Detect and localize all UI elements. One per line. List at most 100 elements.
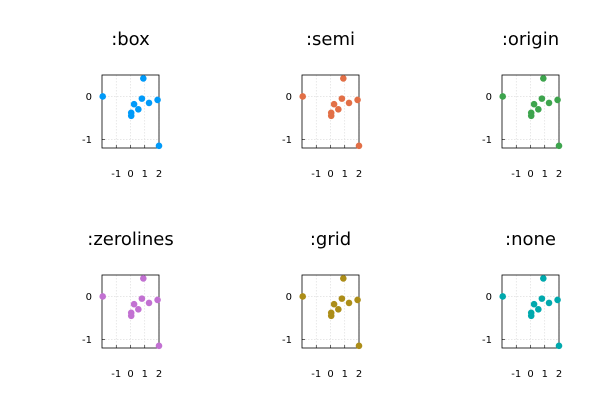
x-tick-label: 1 xyxy=(542,169,548,180)
data-point xyxy=(555,342,563,350)
x-tick-label: -1 xyxy=(511,369,521,380)
x-tick-label: 2 xyxy=(356,169,362,180)
x-tick-label: 0 xyxy=(327,369,333,380)
y-tick-label: 0 xyxy=(486,292,492,303)
y-tick-label: 0 xyxy=(86,292,92,303)
data-point xyxy=(338,95,346,102)
data-point xyxy=(355,342,363,350)
data-point xyxy=(335,106,342,113)
x-tick-label: -1 xyxy=(111,169,121,180)
data-point xyxy=(335,306,342,313)
x-tick-label: 2 xyxy=(156,169,162,180)
data-point xyxy=(138,95,146,102)
data-point xyxy=(340,275,347,282)
subplot-title: :origin xyxy=(502,29,559,50)
data-point xyxy=(130,100,138,108)
data-point xyxy=(145,99,153,107)
data-point xyxy=(140,275,147,282)
data-point xyxy=(354,96,361,104)
data-point xyxy=(135,306,142,313)
y-tick-label: 0 xyxy=(286,292,292,303)
data-point xyxy=(530,300,538,308)
y-tick-label: -1 xyxy=(282,335,292,346)
data-point xyxy=(330,100,338,108)
data-point xyxy=(138,295,146,302)
subplot-title: :grid xyxy=(310,229,351,250)
data-point xyxy=(545,299,553,307)
subplot: :zerolines-1 0 1 20-1 xyxy=(82,229,174,380)
subplot: :grid-1 0 1 20-1 xyxy=(282,229,363,380)
subplot-title: :zerolines xyxy=(87,229,173,250)
data-point xyxy=(127,312,135,320)
x-tick-label: 2 xyxy=(156,369,162,380)
data-point xyxy=(345,299,353,307)
subplot: :origin-1 0 1 20-1 xyxy=(482,29,563,180)
data-point xyxy=(540,75,547,82)
y-tick-label: 0 xyxy=(486,92,492,103)
data-point xyxy=(154,296,161,304)
data-point xyxy=(554,296,561,304)
x-tick-label: 1 xyxy=(342,169,348,180)
data-point xyxy=(99,293,107,300)
data-point xyxy=(535,106,542,113)
x-tick-label: -1 xyxy=(311,369,321,380)
data-point xyxy=(527,112,535,120)
x-tick-label: 2 xyxy=(556,369,562,380)
x-tick-label: -1 xyxy=(311,169,321,180)
x-tick-label: 2 xyxy=(356,369,362,380)
x-tick-label: 0 xyxy=(127,369,133,380)
x-tick-label: 2 xyxy=(556,169,562,180)
x-tick-label: 1 xyxy=(142,169,148,180)
data-point xyxy=(140,75,147,82)
data-point xyxy=(530,100,538,108)
data-point xyxy=(299,293,307,300)
y-tick-label: 0 xyxy=(86,92,92,103)
y-tick-label: 0 xyxy=(286,92,292,103)
subplot-title: :none xyxy=(505,229,556,250)
y-tick-label: -1 xyxy=(82,135,92,146)
data-point xyxy=(340,75,347,82)
data-point xyxy=(538,295,546,302)
data-point xyxy=(99,93,107,100)
data-point xyxy=(130,300,138,308)
y-tick-label: -1 xyxy=(282,135,292,146)
data-point xyxy=(154,96,161,104)
data-point xyxy=(338,295,346,302)
data-point xyxy=(327,112,335,120)
subplot: :none-1 0 1 20-1 xyxy=(482,229,563,380)
y-tick-label: -1 xyxy=(482,335,492,346)
subplot-title: :box xyxy=(111,29,150,50)
x-tick-label: 0 xyxy=(527,369,533,380)
data-point xyxy=(355,142,363,150)
data-point xyxy=(327,312,335,320)
subplot: :semi-1 0 1 20-1 xyxy=(282,29,363,180)
data-point xyxy=(538,95,546,102)
x-tick-label: 0 xyxy=(527,169,533,180)
data-point xyxy=(345,99,353,107)
x-tick-label: 1 xyxy=(142,369,148,380)
x-tick-label: -1 xyxy=(511,169,521,180)
data-point xyxy=(354,296,361,304)
data-point xyxy=(545,99,553,107)
y-tick-label: -1 xyxy=(82,335,92,346)
x-tick-label: 1 xyxy=(342,369,348,380)
data-point xyxy=(127,112,135,120)
y-tick-label: -1 xyxy=(482,135,492,146)
subplot-title: :semi xyxy=(306,29,355,50)
data-point xyxy=(535,306,542,313)
x-tick-label: 0 xyxy=(327,169,333,180)
data-point xyxy=(135,106,142,113)
data-point xyxy=(155,342,163,350)
x-tick-label: 0 xyxy=(127,169,133,180)
data-point xyxy=(555,142,563,150)
data-point xyxy=(554,96,561,104)
x-tick-label: -1 xyxy=(111,369,121,380)
x-tick-label: 1 xyxy=(542,369,548,380)
data-point xyxy=(145,299,153,307)
data-point xyxy=(499,93,507,100)
data-point xyxy=(155,142,163,150)
data-point xyxy=(540,275,547,282)
subplot: :box-1 0 1 20-1 xyxy=(82,29,163,180)
